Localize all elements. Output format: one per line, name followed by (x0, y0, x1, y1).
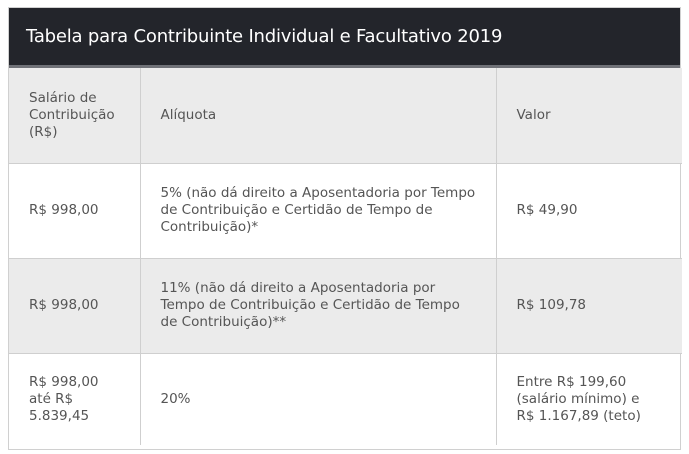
cell-salario: R$ 998,00 (9, 257, 141, 354)
table-header-row: Salário de Contribuição (R$) Alíquota Va… (9, 68, 682, 164)
contribution-table: Salário de Contribuição (R$) Alíquota Va… (9, 68, 682, 445)
header-valor: Valor (495, 68, 682, 164)
cell-aliquota: 11% (não dá direito a Aposentadoria por … (139, 257, 497, 354)
cell-aliquota: 5% (não dá direito a Aposentadoria por T… (139, 162, 497, 259)
table-row: R$ 998,00 até R$ 5.839,45 20% Entre R$ 1… (9, 352, 682, 445)
table-row: R$ 998,00 5% (não dá direito a Aposentad… (9, 162, 682, 259)
cell-salario: R$ 998,00 (9, 162, 141, 259)
cell-salario: R$ 998,00 até R$ 5.839,45 (9, 352, 141, 445)
cell-valor: Entre R$ 199,60 (salário mínimo) e R$ 1.… (495, 352, 682, 445)
contribution-table-card: Tabela para Contribuinte Individual e Fa… (8, 7, 682, 450)
cell-aliquota: 20% (139, 352, 497, 445)
table-row: R$ 998,00 11% (não dá direito a Aposenta… (9, 257, 682, 354)
table-title: Tabela para Contribuinte Individual e Fa… (26, 26, 503, 47)
cell-valor: R$ 49,90 (495, 162, 682, 259)
header-aliquota: Alíquota (139, 68, 497, 164)
header-salario: Salário de Contribuição (R$) (9, 68, 141, 164)
cell-valor: R$ 109,78 (495, 257, 682, 354)
table-title-bar: Tabela para Contribuinte Individual e Fa… (9, 8, 680, 68)
